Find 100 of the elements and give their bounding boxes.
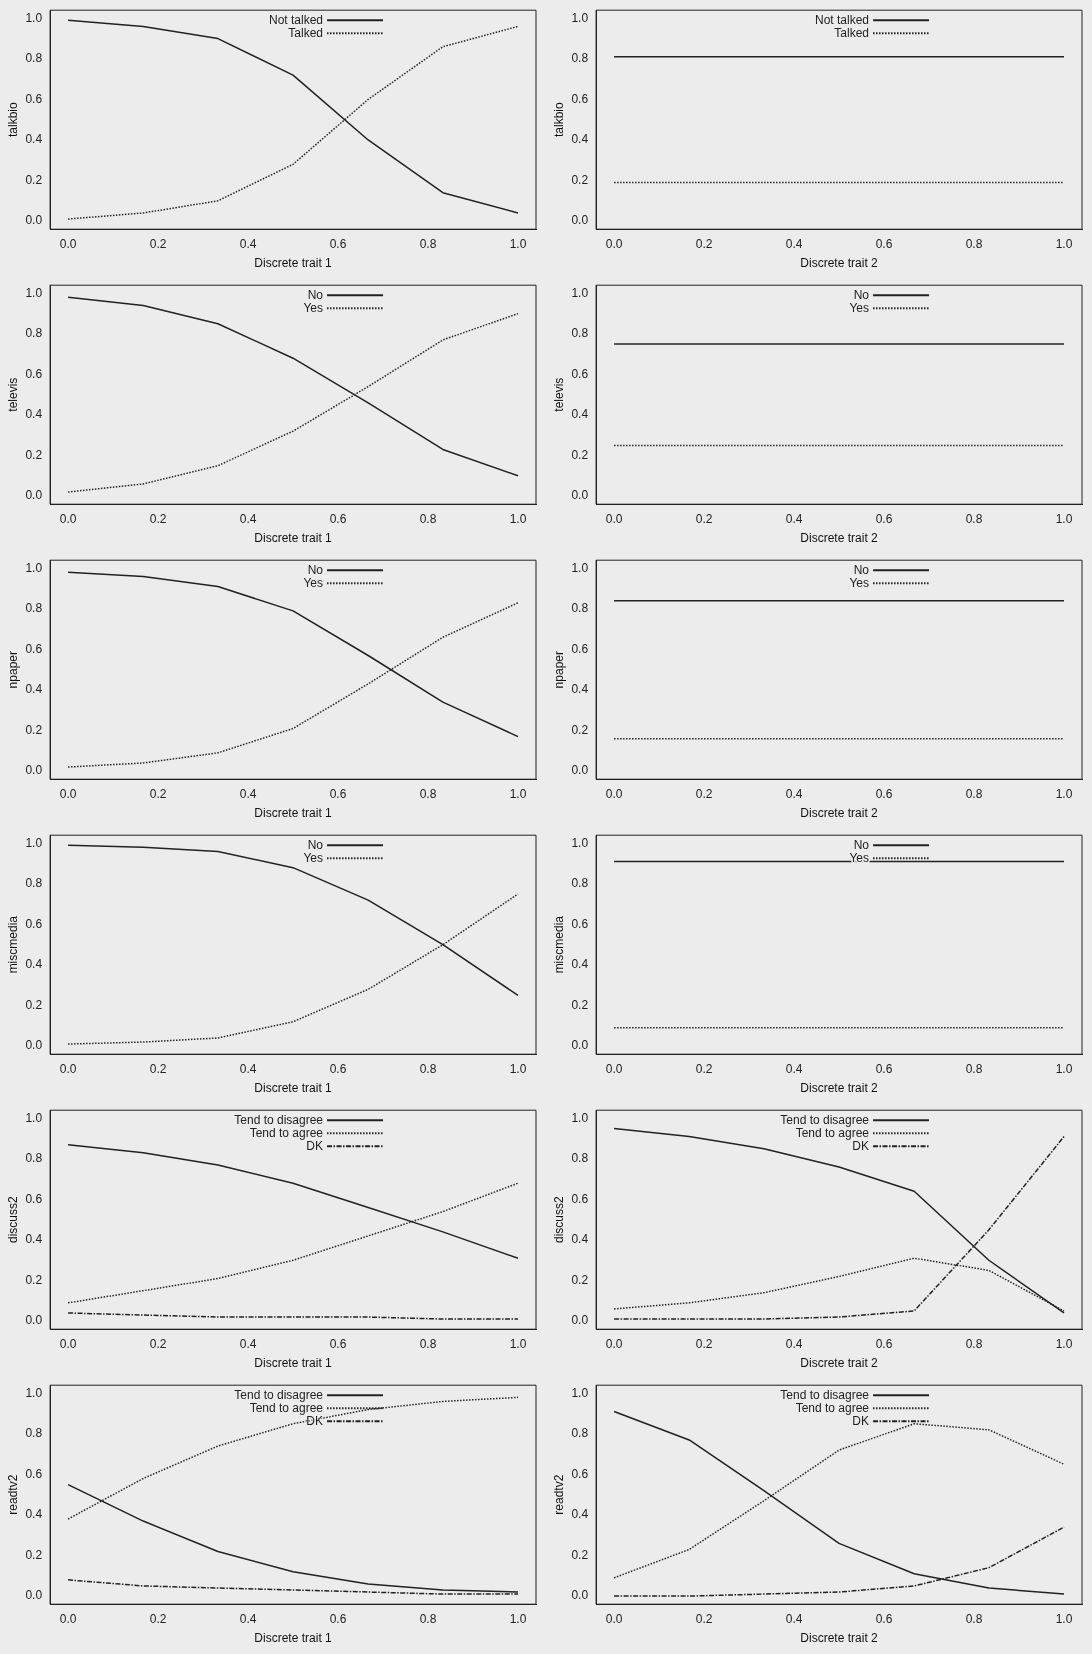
- legend-label: No: [307, 287, 324, 302]
- x-tick-label: 0.8: [965, 511, 983, 526]
- y-axis-title: readtv2: [551, 1474, 566, 1515]
- y-tick-label: 0.2: [25, 1547, 43, 1562]
- x-tick-label: 0.0: [605, 786, 623, 801]
- x-tick-label: 0.0: [605, 1611, 623, 1626]
- legend-label: Tend to disagree: [780, 1112, 870, 1127]
- y-tick-label: 1.0: [25, 1385, 43, 1400]
- x-tick-label: 0.4: [785, 236, 803, 251]
- y-axis-title: miscmedia: [5, 915, 20, 974]
- y-tick-label: 0.2: [25, 172, 43, 187]
- x-axis-title: Discrete trait 2: [800, 531, 879, 546]
- x-tick-label: 0.6: [875, 1611, 893, 1626]
- y-tick-label: 0.8: [25, 601, 43, 616]
- legend-label: No: [853, 287, 870, 302]
- x-tick-label: 0.0: [605, 236, 623, 251]
- y-tick-label: 0.6: [25, 641, 43, 656]
- x-tick-label: 0.0: [59, 786, 77, 801]
- y-tick-label: 0.2: [571, 997, 589, 1012]
- y-tick-label: 0.6: [25, 366, 43, 381]
- x-tick-label: 0.8: [965, 1611, 983, 1626]
- legend-label: Yes: [849, 850, 870, 865]
- y-tick-label: 0.6: [25, 1191, 43, 1206]
- x-tick-label: 0.2: [149, 1061, 167, 1076]
- x-tick-label: 1.0: [509, 1336, 527, 1351]
- y-tick-label: 0.4: [25, 1507, 43, 1522]
- y-tick-label: 0.6: [571, 1466, 589, 1481]
- y-tick-label: 0.0: [571, 1588, 589, 1603]
- y-tick-label: 0.8: [571, 876, 589, 891]
- x-tick-label: 0.2: [149, 1336, 167, 1351]
- y-tick-label: 0.8: [571, 1426, 589, 1441]
- y-axis-title: discuss2: [5, 1196, 20, 1244]
- y-tick-label: 0.4: [571, 957, 589, 972]
- y-axis-title: npaper: [5, 651, 20, 689]
- x-tick-label: 0.8: [419, 236, 437, 251]
- x-tick-label: 0.2: [149, 511, 167, 526]
- y-tick-label: 0.0: [571, 763, 589, 778]
- y-axis-title: talkbio: [5, 102, 20, 138]
- y-tick-label: 1.0: [571, 10, 589, 25]
- y-tick-label: 0.2: [25, 722, 43, 737]
- x-tick-label: 0.2: [149, 236, 167, 251]
- y-tick-label: 0.0: [25, 1313, 43, 1328]
- x-tick-label: 0.6: [875, 1061, 893, 1076]
- x-axis-title: Discrete trait 1: [254, 256, 333, 271]
- legend-label: No: [307, 837, 324, 852]
- y-tick-label: 0.8: [571, 326, 589, 341]
- x-tick-label: 0.0: [605, 1061, 623, 1076]
- y-tick-label: 0.6: [571, 641, 589, 656]
- x-tick-label: 0.6: [329, 786, 347, 801]
- x-tick-label: 0.6: [329, 1061, 347, 1076]
- x-tick-label: 0.2: [695, 1061, 713, 1076]
- x-tick-label: 0.0: [59, 236, 77, 251]
- x-tick-label: 0.8: [965, 786, 983, 801]
- x-tick-label: 0.0: [59, 1611, 77, 1626]
- x-tick-label: 0.4: [239, 236, 257, 251]
- x-tick-label: 0.4: [785, 1061, 803, 1076]
- legend-label: Not talked: [815, 12, 870, 27]
- legend-label: DK: [306, 1138, 324, 1153]
- y-tick-label: 0.0: [25, 1588, 43, 1603]
- y-tick-label: 0.2: [571, 1272, 589, 1287]
- y-tick-label: 0.2: [571, 172, 589, 187]
- legend-label: DK: [852, 1138, 870, 1153]
- legend-label: Talked: [834, 25, 870, 40]
- y-tick-label: 0.4: [25, 132, 43, 147]
- x-tick-label: 0.0: [59, 511, 77, 526]
- y-tick-label: 1.0: [571, 1110, 589, 1125]
- y-tick-label: 0.6: [25, 91, 43, 106]
- y-tick-label: 0.8: [25, 326, 43, 341]
- y-tick-label: 0.0: [571, 213, 589, 228]
- x-tick-label: 1.0: [1055, 511, 1073, 526]
- legend-label: Yes: [849, 575, 870, 590]
- y-tick-label: 0.0: [25, 213, 43, 228]
- y-tick-label: 0.4: [25, 682, 43, 697]
- x-tick-label: 0.8: [419, 786, 437, 801]
- y-tick-label: 1.0: [25, 10, 43, 25]
- y-axis-title: miscmedia: [551, 915, 566, 974]
- y-tick-label: 0.0: [571, 488, 589, 503]
- x-tick-label: 0.0: [605, 1336, 623, 1351]
- x-tick-label: 1.0: [1055, 1611, 1073, 1626]
- y-tick-label: 0.4: [571, 407, 589, 422]
- legend-label: Talked: [288, 25, 324, 40]
- x-axis-title: Discrete trait 1: [254, 1356, 333, 1371]
- x-tick-label: 0.6: [329, 1611, 347, 1626]
- y-tick-label: 1.0: [571, 835, 589, 850]
- x-tick-label: 0.6: [329, 1336, 347, 1351]
- x-tick-label: 1.0: [509, 236, 527, 251]
- x-tick-label: 0.8: [965, 1336, 983, 1351]
- x-axis-title: Discrete trait 2: [800, 1356, 879, 1371]
- y-tick-label: 1.0: [571, 285, 589, 300]
- y-axis-title: talkbio: [551, 102, 566, 138]
- x-tick-label: 1.0: [1055, 236, 1073, 251]
- y-tick-label: 0.8: [571, 601, 589, 616]
- y-tick-label: 0.2: [571, 447, 589, 462]
- x-tick-label: 1.0: [1055, 786, 1073, 801]
- x-tick-label: 0.0: [605, 511, 623, 526]
- x-tick-label: 0.6: [875, 786, 893, 801]
- y-axis-title: readtv2: [5, 1474, 20, 1515]
- line-series: [67, 1312, 519, 1320]
- y-axis-title: npaper: [551, 651, 566, 689]
- x-tick-label: 0.0: [59, 1336, 77, 1351]
